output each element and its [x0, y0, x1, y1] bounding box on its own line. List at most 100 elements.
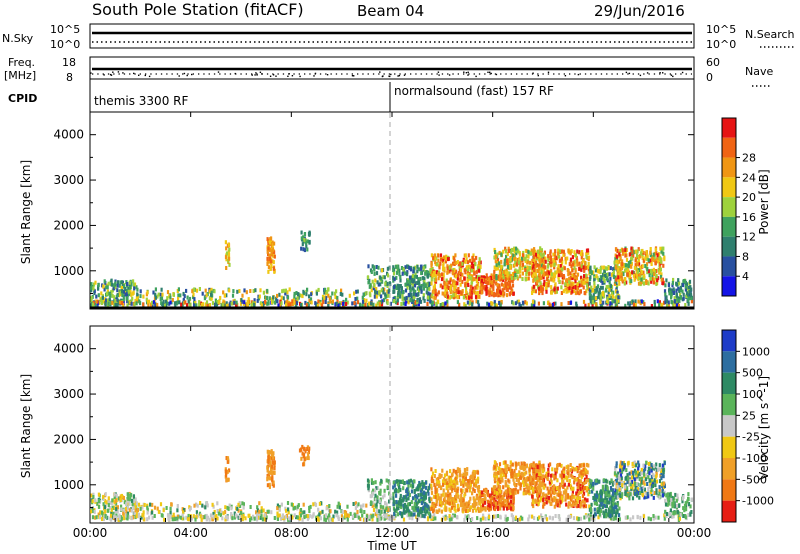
- echo-cell: [260, 514, 263, 519]
- echo-cell: [190, 516, 193, 521]
- echo-cell: [615, 259, 618, 264]
- echo-cell: [514, 301, 518, 306]
- echo-cell: [481, 498, 484, 503]
- echo-cell: [173, 517, 176, 522]
- nave-point: [272, 74, 275, 76]
- echo-cell: [306, 287, 309, 292]
- echo-cell: [285, 508, 288, 513]
- echo-cell: [417, 292, 420, 296]
- echo-cell: [328, 504, 331, 508]
- echo-cell: [142, 510, 145, 515]
- echo-cell: [564, 287, 567, 292]
- echo-cell: [474, 483, 478, 488]
- echo-cell: [388, 499, 391, 504]
- echo-cell: [402, 486, 405, 491]
- echo-cell: [518, 266, 521, 271]
- echo-cell: [469, 284, 472, 289]
- echo-cell: [664, 300, 667, 305]
- echo-cell: [356, 503, 359, 508]
- echo-cell: [230, 512, 233, 516]
- echo-cell: [244, 516, 247, 521]
- echo-cell: [201, 291, 204, 296]
- echo-cell: [356, 509, 359, 514]
- echo-cell: [95, 294, 98, 299]
- echo-cell: [108, 500, 112, 505]
- echo-cell: [474, 262, 477, 266]
- echo-cell: [376, 280, 379, 285]
- echo-cell: [477, 300, 480, 305]
- echo-cell: [527, 477, 530, 481]
- echo-cell: [498, 283, 501, 288]
- echo-cell: [368, 301, 371, 306]
- echo-cell: [446, 257, 450, 262]
- echo-cell: [481, 507, 484, 512]
- echo-cell: [397, 506, 400, 511]
- echo-cell: [409, 298, 412, 302]
- echo-cell: [583, 276, 586, 281]
- echo-cell: [570, 249, 573, 254]
- echo-cell: [239, 504, 242, 508]
- echo-cell: [554, 301, 557, 306]
- echo-cell: [382, 275, 385, 280]
- echo-cell: [442, 261, 445, 266]
- echo-cell: [628, 279, 631, 284]
- echo-cell: [497, 477, 501, 482]
- echo-cell: [405, 505, 408, 510]
- colorbar-segment: [722, 177, 736, 198]
- echo-cell: [466, 484, 469, 489]
- echo-cell: [476, 506, 479, 511]
- echo-cell: [631, 249, 634, 254]
- echo-cell: [323, 290, 326, 295]
- echo-cell: [278, 504, 281, 509]
- echo-cell: [527, 276, 530, 281]
- echo-cell: [379, 481, 382, 486]
- echo-cell: [629, 301, 632, 306]
- echo-cell: [575, 276, 578, 281]
- nave-tick-bottom: 0: [706, 71, 713, 84]
- echo-cell: [136, 510, 139, 515]
- echo-cell: [642, 258, 646, 263]
- echo-cell: [509, 460, 512, 465]
- echo-cell: [427, 511, 430, 516]
- echo-cell: [269, 267, 272, 271]
- echo-cell: [442, 515, 445, 520]
- echo-cell: [307, 452, 310, 457]
- echo-cell: [224, 240, 227, 245]
- echo-cell: [594, 296, 597, 301]
- echo-cell: [408, 515, 411, 520]
- echo-cell: [504, 246, 507, 251]
- echo-cell: [591, 302, 594, 307]
- echo-cell: [596, 284, 600, 289]
- echo-cell: [425, 290, 428, 295]
- echo-cell: [296, 299, 299, 303]
- echo-cell: [323, 295, 326, 300]
- echo-cell: [97, 293, 100, 298]
- echo-cell: [131, 498, 134, 503]
- echo-cell: [456, 488, 459, 493]
- echo-cell: [376, 495, 379, 500]
- echo-cell: [359, 302, 362, 307]
- echo-cell: [102, 299, 105, 304]
- echo-cell: [512, 506, 515, 511]
- echo-cell: [633, 265, 636, 270]
- colorbar-segment: [722, 276, 736, 296]
- echo-cell: [460, 291, 463, 296]
- echo-cell: [250, 516, 253, 521]
- echo-cell: [450, 517, 453, 522]
- echo-cell: [266, 237, 269, 242]
- echo-cell: [366, 478, 370, 483]
- echo-cell: [442, 273, 445, 277]
- echo-cell: [306, 239, 309, 244]
- echo-cell: [122, 298, 125, 302]
- echo-cell: [125, 296, 128, 301]
- echo-cell: [297, 503, 300, 508]
- echo-cell: [406, 492, 409, 497]
- echo-cell: [237, 508, 240, 513]
- echo-cell: [371, 517, 374, 522]
- echo-cell: [493, 471, 496, 476]
- echo-cell: [544, 256, 547, 261]
- echo-cell: [429, 292, 432, 297]
- echo-cell: [616, 260, 619, 265]
- echo-cell: [437, 253, 440, 258]
